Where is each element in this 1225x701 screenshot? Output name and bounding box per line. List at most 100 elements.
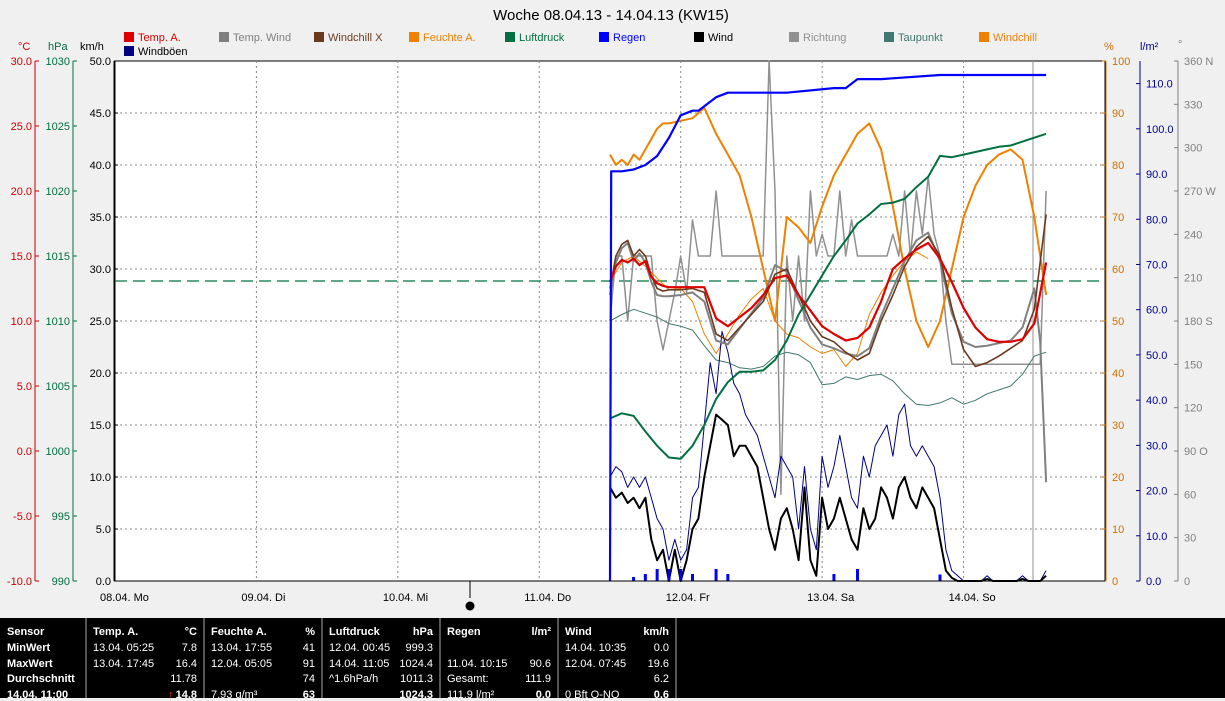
axis-tick-label-rain: 80.0 — [1146, 214, 1167, 226]
axis-tick-label-wind: 20.0 — [90, 368, 111, 380]
axis-unit-wind: km/h — [80, 41, 104, 53]
x-tick-label: 11.04. Do — [524, 592, 571, 604]
legend-swatch — [219, 32, 229, 42]
axis-tick-label-humidity: 80 — [1112, 160, 1124, 172]
axis-tick-label-rain: 90.0 — [1146, 169, 1167, 181]
axis-tick-label-temp: 0.0 — [17, 446, 32, 458]
stats-cell-value: 1011.3 — [400, 673, 433, 685]
stats-panel-title: Regen — [447, 626, 481, 638]
series-line-temp-wind — [609, 231, 1048, 483]
axis-unit-humidity: % — [1104, 41, 1114, 53]
x-tick-label: 13.04. Sa — [807, 592, 855, 604]
axis-tick-label-temp: 5.0 — [17, 381, 32, 393]
axis-tick-label-direction: 30 — [1184, 533, 1196, 545]
axis-tick-label-pressure: 1030 — [46, 56, 70, 68]
stats-panel-unit: °C — [184, 626, 197, 638]
axis-tick-label-rain: 110.0 — [1146, 79, 1173, 91]
stats-cell-value: 19.6 — [647, 658, 669, 670]
stats-cell-value: 63 — [302, 689, 315, 701]
scroll-handle[interactable] — [465, 601, 475, 611]
legend-swatch — [124, 32, 134, 42]
stats-cell-value: 1024.4 — [399, 658, 433, 670]
axis-tick-label-pressure: 1010 — [46, 316, 70, 328]
stats-cell-value: 0.0 — [653, 642, 669, 654]
stats-panel-unit: % — [305, 626, 315, 638]
axis-tick-label-pressure: 1000 — [46, 446, 70, 458]
stats-cell-time: 13.04. 17:55 — [211, 642, 273, 654]
legend-swatch — [124, 46, 134, 56]
axis-tick-label-temp: 15.0 — [11, 251, 32, 263]
legend-swatch — [505, 32, 515, 42]
legend-entry: Richtung — [803, 32, 846, 44]
axis-tick-label-direction: 300 — [1184, 143, 1202, 155]
axis-tick-label-pressure: 995 — [52, 511, 70, 523]
stats-row-label: Sensor — [7, 626, 45, 638]
axis-tick-label-wind: 15.0 — [90, 420, 111, 432]
axis-tick-label-direction: 240 — [1184, 229, 1202, 241]
stats-cell-value: 14.8 — [175, 689, 197, 701]
stats-cell-time: 12.04. 07:45 — [565, 658, 627, 670]
axis-tick-label-humidity: 70 — [1112, 212, 1124, 224]
stats-cell-time: 12.04. 05:05 — [211, 658, 273, 670]
stats-row-label: MaxWert — [7, 658, 53, 670]
stats-panel-unit: l/m² — [531, 626, 551, 638]
axis-tick-label-pressure: 1020 — [46, 186, 70, 198]
legend-entry: Wind — [708, 32, 733, 44]
trend-up-icon: ↑ — [168, 689, 174, 701]
stats-row-label: 14.04. 11:00 — [7, 689, 69, 701]
stats-separator — [203, 618, 205, 698]
stats-cell-time: Gesamt: — [447, 673, 489, 685]
axis-tick-label-rain: 50.0 — [1146, 350, 1167, 362]
axis-tick-label-rain: 100.0 — [1146, 124, 1174, 136]
axis-tick-label-direction: 60 — [1184, 489, 1196, 501]
axis-tick-label-direction: 180 S — [1184, 316, 1213, 328]
stats-cell-time: 12.04. 00:45 — [329, 642, 391, 654]
stats-panel-title: Feuchte A. — [211, 626, 267, 638]
x-tick-label: 08.04. Mo — [100, 592, 149, 604]
axis-tick-label-wind: 45.0 — [90, 108, 111, 120]
stats-cell-value: 11.78 — [170, 673, 197, 685]
stats-cell-time: 14.04. 10:35 — [565, 642, 627, 654]
stats-separator — [439, 618, 441, 698]
legend: Temp. A. Temp. Wind Windchill X Feuchte A. L… — [124, 32, 1037, 58]
stats-cell-time: 13.04. 17:45 — [93, 658, 155, 670]
stats-panel-unit: km/h — [643, 626, 669, 638]
stats-panel-title: Luftdruck — [329, 626, 380, 638]
legend-swatch — [409, 32, 419, 42]
legend-entry: Taupunkt — [898, 32, 943, 44]
axis-tick-label-temp: -5.0 — [13, 511, 32, 523]
axis-tick-label-wind: 35.0 — [90, 212, 111, 224]
stats-separator — [321, 618, 323, 698]
axis-tick-label-temp: -10.0 — [7, 576, 32, 588]
x-tick-label: 10.04. Mi — [383, 592, 428, 604]
axis-tick-label-humidity: 50 — [1112, 316, 1124, 328]
legend-entry: Regen — [613, 32, 645, 44]
legend-entry: Temp. Wind — [233, 32, 291, 44]
stats-row-label: Durchschnitt — [7, 673, 75, 685]
stats-cell-value: 91 — [302, 658, 315, 670]
series-line-regen — [608, 73, 1047, 582]
stats-row-label: MinWert — [7, 642, 51, 654]
stats-cell-value: 0.6 — [653, 689, 669, 701]
legend-swatch — [694, 32, 704, 42]
stats-panel-title: Wind — [565, 626, 592, 638]
stats-cell-time: 11.04. 10:15 — [447, 658, 508, 670]
stats-separator — [557, 618, 559, 698]
axis-tick-label-rain: 20.0 — [1146, 486, 1167, 498]
stats-cell-value: 0.0 — [535, 689, 551, 701]
legend-entry: Temp. A. — [138, 32, 181, 44]
axis-tick-label-humidity: 10 — [1112, 524, 1124, 536]
series-group — [608, 60, 1048, 582]
axis-tick-label-humidity: 90 — [1112, 108, 1124, 120]
axis-tick-label-wind: 25.0 — [90, 316, 111, 328]
axis-tick-label-direction: 360 N — [1184, 56, 1213, 68]
axis-tick-label-pressure: 990 — [52, 576, 70, 588]
legend-swatch — [599, 32, 609, 42]
axis-tick-label-wind: 30.0 — [90, 264, 111, 276]
axis-tick-label-pressure: 1005 — [46, 381, 70, 393]
stats-separator — [85, 618, 87, 698]
stats-cell-value: 74 — [302, 673, 315, 685]
stats-cell-value: 90.6 — [529, 658, 551, 670]
stats-cell-value: 7.8 — [181, 642, 197, 654]
axis-tick-label-humidity: 0 — [1112, 576, 1118, 588]
